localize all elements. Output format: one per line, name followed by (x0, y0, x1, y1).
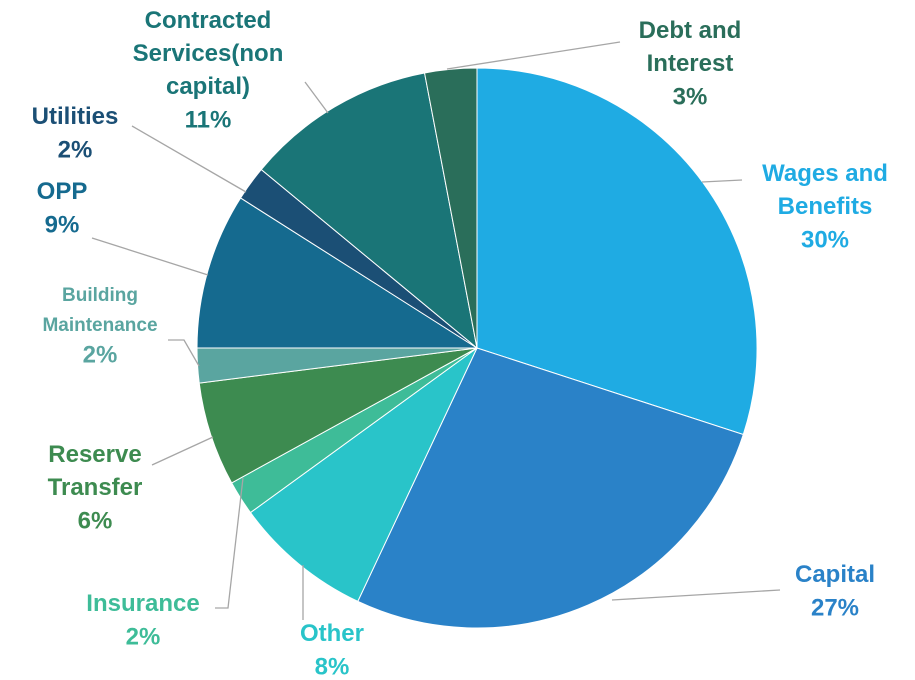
slice-value-label: 2% (58, 136, 93, 163)
slice-label: OPP (37, 178, 88, 205)
pie-slice (260, 72, 478, 350)
slice-label: Building Maintenance (42, 285, 157, 336)
slice-label: Wages and Benefits (762, 160, 888, 220)
leader-line (701, 179, 743, 183)
slice-label: Debt and Interest (639, 17, 742, 77)
leader-line (215, 477, 244, 609)
slice-value-label: 9% (45, 211, 80, 238)
slice-value-label: 6% (78, 507, 113, 534)
pie-slice (196, 197, 479, 349)
pie-slice (423, 67, 478, 349)
slice-label: Contracted Services(non capital) (133, 7, 284, 100)
leader-line (91, 237, 209, 276)
slice-value-label: 8% (315, 653, 350, 680)
leader-line (611, 589, 781, 601)
slice-value-label: 27% (811, 594, 859, 621)
leader-line (168, 339, 200, 367)
slice-value-label: 11% (185, 106, 232, 133)
slice-label: Insurance (86, 590, 199, 617)
slice-label: Other (300, 620, 364, 647)
slice-label: Reserve Transfer (48, 441, 143, 501)
leader-line (446, 41, 621, 70)
slice-label: Capital (795, 561, 875, 588)
slice-label: Utilities (32, 103, 119, 130)
slice-value-label: 2% (126, 623, 161, 650)
pie-slice (476, 67, 758, 436)
leader-line (131, 125, 247, 193)
pie-slice (249, 347, 478, 603)
slice-value-label: 2% (83, 341, 118, 368)
pie-slice (357, 347, 744, 629)
slice-value-label: 3% (673, 83, 708, 110)
leader-line (304, 81, 329, 114)
slice-value-label: 30% (801, 226, 849, 253)
leader-line (151, 436, 214, 466)
